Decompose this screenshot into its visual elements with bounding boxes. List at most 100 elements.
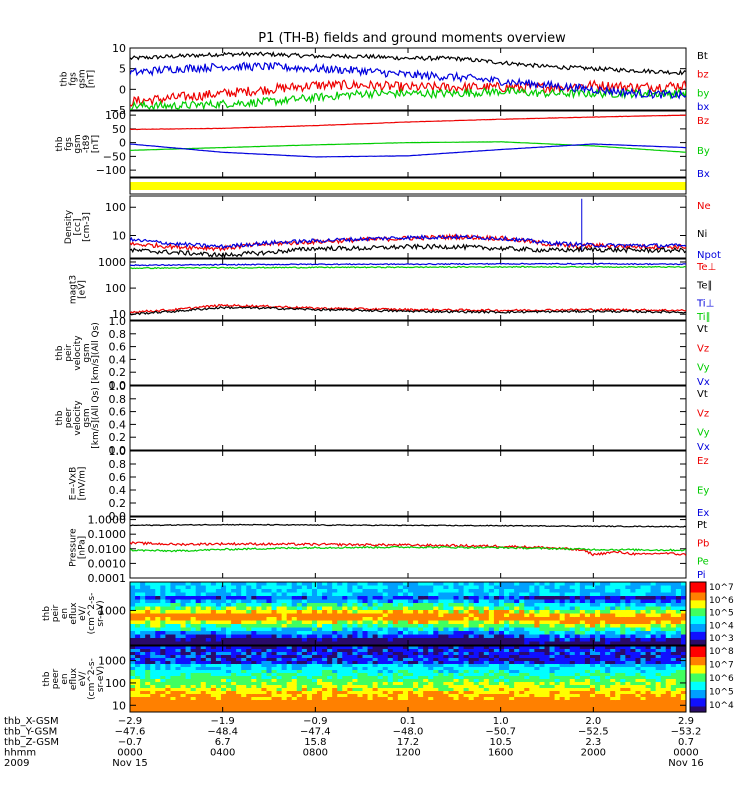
spectrogram-cell	[483, 606, 490, 611]
spectrogram-cell	[509, 700, 515, 704]
spectrogram-cell	[554, 652, 561, 656]
spectrogram-cell	[468, 613, 475, 618]
spectrogram-cell	[130, 661, 136, 665]
spectrogram-cell	[569, 649, 576, 653]
spectrogram-cell	[175, 676, 182, 680]
spectrogram-cell	[296, 634, 303, 639]
spectrogram-cell	[337, 703, 343, 707]
spectrogram-cell	[195, 661, 202, 665]
spectrogram-cell	[241, 627, 247, 632]
spectrogram-cell	[291, 599, 298, 604]
spectrogram-cell	[498, 694, 505, 698]
spectrogram-cell	[236, 652, 242, 656]
spectrogram-cell	[317, 679, 323, 683]
spectrogram-cell	[291, 703, 298, 707]
spectrogram-cell	[241, 670, 247, 674]
spectrogram-cell	[544, 703, 551, 707]
spectrogram-cell	[130, 667, 136, 671]
spectrogram-cell	[453, 610, 460, 615]
spectrogram-cell	[635, 682, 642, 686]
spectrogram-cell	[433, 646, 439, 650]
spectrogram-cell	[473, 610, 480, 615]
spectrogram-cell	[675, 658, 682, 662]
y-tick-label: 10	[112, 699, 126, 712]
spectrogram-cell	[215, 627, 222, 632]
spectrogram-cell	[276, 596, 283, 601]
spectrogram-cell	[357, 585, 364, 590]
spectrogram-cell	[231, 585, 237, 590]
spectrogram-cell	[564, 624, 571, 629]
legend-entry: By	[697, 146, 710, 157]
spectrogram-cell	[402, 676, 409, 680]
spectrogram-cell	[509, 596, 515, 601]
spectrogram-cell	[640, 617, 647, 622]
spectrogram-cell	[675, 582, 682, 587]
spectrogram-cell	[660, 706, 667, 710]
y-tick-label: 0.0	[109, 379, 127, 392]
spectrogram-cell	[347, 624, 353, 629]
spectrogram-cell	[286, 670, 293, 674]
spectrogram-cell	[498, 703, 505, 707]
spectrogram-cell	[195, 652, 202, 656]
spectrogram-cell	[600, 658, 606, 662]
spectrogram-cell	[453, 649, 460, 653]
spectrogram-cell	[392, 652, 399, 656]
spectrogram-cell	[493, 610, 500, 615]
spectrogram-cell	[564, 592, 571, 597]
spectrogram-cell	[453, 658, 460, 662]
spectrogram-cell	[539, 697, 546, 701]
spectrogram-cell	[332, 646, 338, 650]
spectrogram-cell	[175, 664, 182, 668]
spectrogram-cell	[413, 620, 419, 625]
spectrogram-cell	[579, 703, 586, 707]
spectrogram-cell	[372, 599, 379, 604]
spectrogram-cell	[680, 596, 686, 601]
spectrogram-cell	[195, 596, 202, 601]
spectrogram-cell	[357, 596, 364, 601]
spectrogram-cell	[584, 694, 591, 698]
spectrogram-cell	[529, 676, 535, 680]
spectrogram-cell	[680, 682, 686, 686]
spectrogram-cell	[423, 685, 429, 689]
spectrogram-cell	[352, 679, 359, 683]
spectrogram-cell	[630, 627, 637, 632]
spectrogram-cell	[276, 599, 283, 604]
spectrogram-cell	[231, 706, 237, 710]
spectrogram-cell	[165, 664, 172, 668]
spectrogram-cell	[493, 688, 500, 692]
spectrogram-cell	[569, 655, 576, 659]
spectrogram-cell	[150, 624, 156, 629]
spectrogram-cell	[246, 709, 252, 712]
spectrogram-cell	[205, 613, 212, 618]
spectrogram-cell	[145, 589, 151, 594]
spectrogram-cell	[256, 646, 263, 650]
spectrogram-cell	[236, 700, 242, 704]
spectrogram-cell	[195, 679, 202, 683]
spectrogram-cell	[226, 638, 232, 643]
spectrogram-cell	[670, 620, 677, 625]
spectrogram-cell	[463, 694, 470, 698]
spectrogram-cell	[574, 670, 581, 674]
spectrogram-cell	[524, 667, 530, 671]
spectrogram-cell	[660, 697, 667, 701]
spectrogram-cell	[574, 646, 581, 650]
spectrogram-cell	[306, 617, 313, 622]
spectrogram-cell	[200, 661, 207, 665]
spectrogram-cell	[463, 606, 470, 611]
spectrogram-cell	[190, 649, 197, 653]
spectrogram-cell	[423, 589, 429, 594]
spectrogram-cell	[372, 673, 379, 677]
spectrogram-cell	[458, 694, 465, 698]
spectrogram-cell	[387, 694, 394, 698]
spectrogram-cell	[145, 688, 151, 692]
spectrogram-cell	[675, 703, 682, 707]
spectrogram-cell	[377, 646, 384, 650]
spectrogram-cell	[579, 706, 586, 710]
spectrogram-cell	[574, 661, 581, 665]
spectrogram-cell	[130, 589, 136, 594]
spectrogram-cell	[670, 688, 677, 692]
spectrogram-cell	[574, 694, 581, 698]
spectrogram-cell	[140, 658, 146, 662]
spectrogram-cell	[175, 649, 182, 653]
spectrogram-cell	[337, 697, 343, 701]
